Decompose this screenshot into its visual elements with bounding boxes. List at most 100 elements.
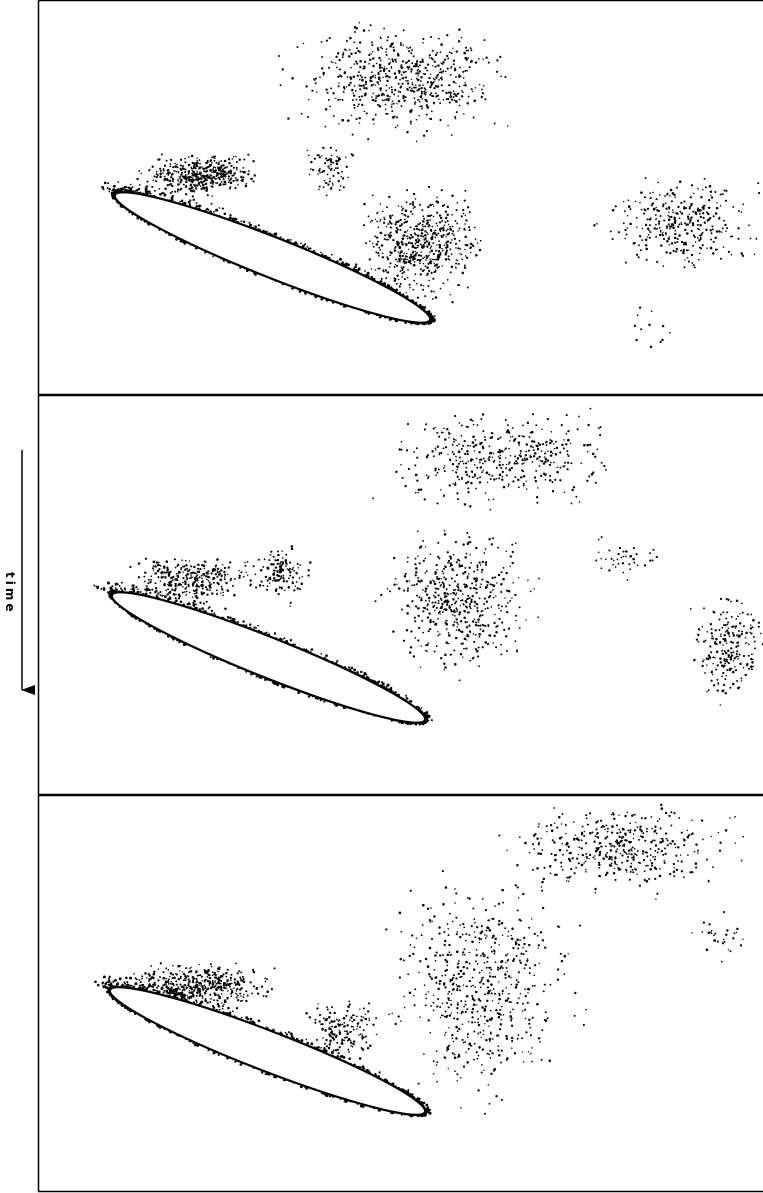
particle: [209, 181, 212, 184]
particle: [311, 168, 315, 172]
particle: [448, 634, 451, 637]
particle: [212, 166, 215, 169]
particle: [469, 587, 472, 590]
particle: [518, 444, 520, 446]
particle: [687, 217, 690, 220]
particle: [458, 98, 461, 101]
particle: [235, 179, 237, 181]
particle: [725, 189, 728, 192]
particle: [726, 611, 729, 614]
particle: [235, 166, 238, 169]
particle: [399, 252, 401, 255]
particle: [457, 230, 459, 232]
particle: [640, 328, 643, 331]
particle: [643, 208, 646, 210]
particle: [474, 87, 477, 89]
particle: [163, 194, 166, 197]
particle: [385, 89, 388, 92]
particle: [415, 118, 418, 121]
particle: [438, 451, 441, 454]
particle: [519, 455, 523, 458]
particle: [406, 215, 410, 218]
particle: [213, 986, 216, 989]
particle: [537, 616, 540, 619]
particle: [661, 338, 664, 342]
particle: [299, 588, 302, 591]
particle: [695, 638, 699, 641]
particle: [218, 177, 221, 180]
particle: [383, 218, 386, 221]
particle: [396, 52, 399, 55]
particle: [201, 997, 204, 999]
particle: [456, 283, 460, 287]
particle: [436, 201, 440, 204]
particle: [387, 238, 390, 241]
particle: [209, 976, 212, 979]
particle: [695, 213, 698, 216]
particle: [454, 541, 457, 544]
particle: [155, 561, 159, 564]
particle: [383, 27, 385, 30]
particle: [466, 69, 468, 72]
particle: [200, 574, 203, 577]
particle: [712, 240, 715, 243]
particle: [402, 639, 406, 642]
particle: [198, 576, 201, 579]
particle: [238, 158, 241, 161]
particle: [738, 622, 742, 625]
particle: [243, 158, 246, 161]
particle: [391, 58, 394, 61]
particle: [390, 65, 393, 68]
particle: [519, 450, 522, 453]
particle: [336, 52, 340, 55]
particle: [639, 249, 642, 252]
particle: [193, 572, 196, 575]
particle: [483, 435, 486, 438]
particle: [417, 491, 419, 494]
particle: [468, 605, 471, 608]
particle: [739, 612, 741, 615]
particle: [426, 245, 429, 248]
particle: [413, 616, 416, 619]
particle: [459, 652, 463, 656]
particle: [455, 209, 458, 212]
particle: [204, 992, 207, 995]
particle: [444, 253, 447, 256]
particle: [147, 582, 150, 585]
particle: [472, 621, 475, 623]
particle: [737, 636, 740, 638]
particle: [184, 177, 187, 180]
particle: [351, 154, 355, 157]
particle: [419, 268, 422, 271]
particle: [152, 565, 155, 567]
particle: [404, 230, 407, 234]
particle: [353, 63, 356, 65]
particle: [719, 704, 722, 706]
particle: [614, 566, 617, 568]
particle: [287, 577, 290, 580]
particle: [163, 175, 166, 178]
particle: [453, 237, 457, 240]
particle: [320, 652, 323, 655]
particle: [414, 563, 417, 566]
particle: [383, 67, 386, 71]
particle: [188, 175, 192, 179]
particle: [398, 285, 401, 288]
particle: [458, 478, 460, 481]
particle: [469, 541, 472, 544]
particle: [724, 624, 727, 627]
particle: [101, 185, 105, 189]
particle: [111, 196, 115, 200]
particle: [430, 321, 433, 324]
particle: [433, 580, 435, 583]
particle: [370, 268, 373, 270]
particle: [260, 580, 263, 583]
particle: [165, 571, 168, 574]
particle: [570, 502, 573, 505]
particle: [413, 102, 416, 105]
particle: [414, 473, 418, 477]
particle: [399, 218, 402, 222]
particle: [395, 226, 398, 229]
particle: [649, 196, 652, 200]
particle: [249, 583, 252, 586]
